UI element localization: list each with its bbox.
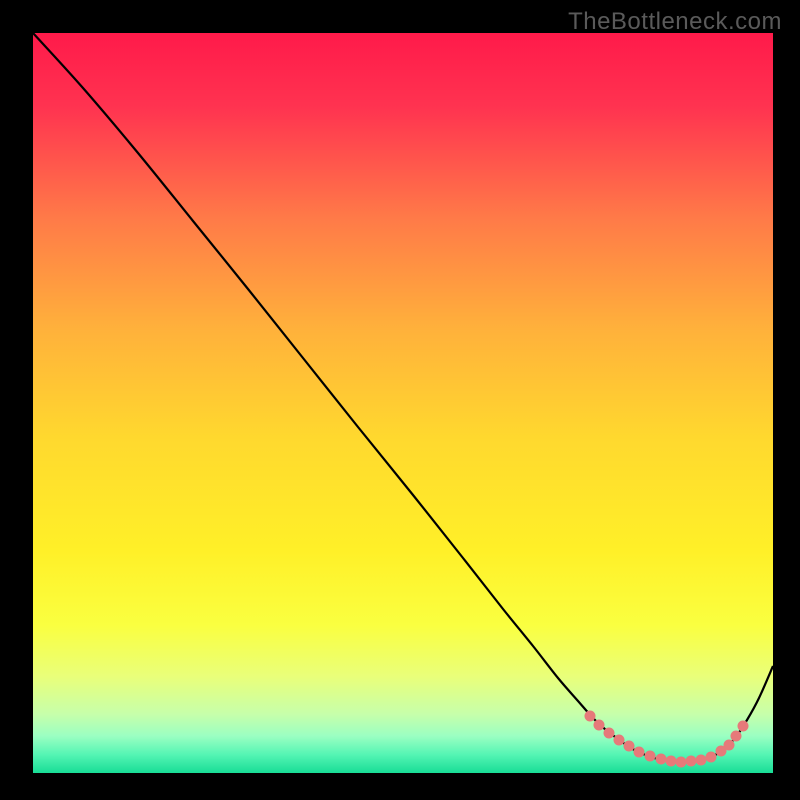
data-point-marker bbox=[706, 752, 717, 763]
data-point-marker bbox=[604, 728, 615, 739]
data-point-marker bbox=[724, 740, 735, 751]
data-point-marker bbox=[634, 747, 645, 758]
data-point-marker bbox=[645, 751, 656, 762]
watermark-text: TheBottleneck.com bbox=[568, 8, 782, 36]
data-point-marker bbox=[594, 720, 605, 731]
data-point-marker bbox=[731, 731, 742, 742]
data-point-marker bbox=[738, 721, 749, 732]
data-point-marker bbox=[585, 711, 596, 722]
chart-curve-layer bbox=[33, 33, 773, 773]
chart-plot-area bbox=[33, 33, 773, 773]
bottleneck-curve bbox=[33, 33, 773, 762]
